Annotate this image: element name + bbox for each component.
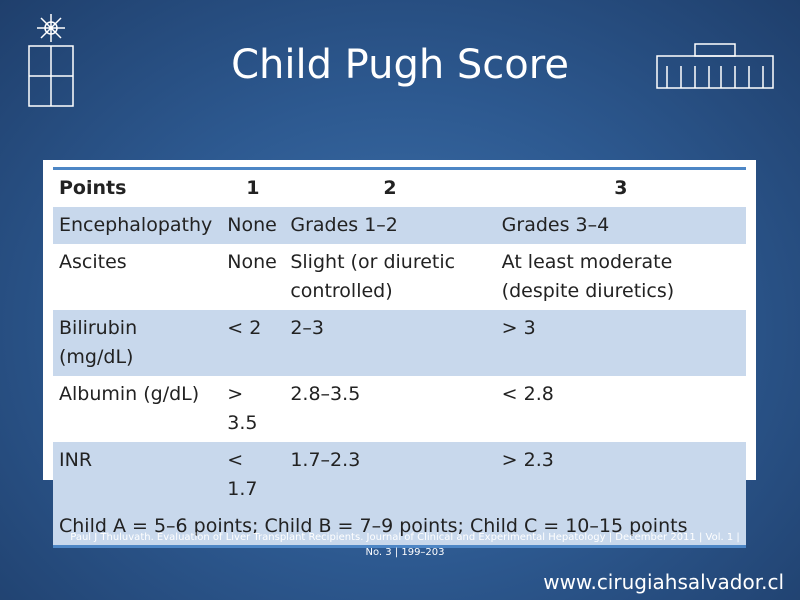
table-footer: Child A = 5–6 points; Child B = 7–9 poin…	[53, 508, 746, 547]
score-table: Points 1 2 3 Encephalopathy None Grades 1–2 Gr…	[53, 167, 746, 548]
table-cell: None	[221, 207, 285, 244]
table-cell: At least moderate (despite diuretics)	[501, 251, 675, 302]
table-row: Encephalopathy None Grades 1–2 Grades 3–4	[53, 207, 746, 244]
table-cell: INR	[53, 442, 222, 508]
table-cell: 2–3	[284, 310, 496, 376]
table-cell: < 2	[221, 310, 285, 376]
header-cell: Points	[59, 177, 127, 199]
table-cell: > 3.5	[227, 383, 258, 434]
table-cell: 1.7–2.3	[284, 442, 496, 508]
table-cell: Slight (or diuretic controlled)	[290, 251, 456, 302]
table-cell: > 2.3	[495, 442, 746, 508]
table-cell: Grades 3–4	[495, 207, 746, 244]
header-cell: 3	[614, 177, 628, 199]
table-cell: Albumin (g/dL)	[59, 383, 200, 405]
building-logo	[656, 43, 774, 89]
table-cell: Bilirubin (mg/dL)	[53, 310, 222, 376]
table-row: Ascites None Slight (or diuretic controlle…	[53, 244, 746, 310]
table-row: Bilirubin (mg/dL) < 2 2–3 > 3	[53, 310, 746, 376]
header-cell: 1	[246, 177, 260, 199]
table-row: INR < 1.7 1.7–2.3 > 2.3	[53, 442, 746, 508]
website: www.cirugiahsalvador.cl	[543, 570, 784, 594]
table-row: Albumin (g/dL) > 3.5 2.8–3.5 < 2.8	[53, 376, 746, 442]
table-cell: 2.8–3.5	[290, 383, 361, 405]
table-cell: None	[227, 251, 277, 273]
table-cell: Grades 1–2	[284, 207, 496, 244]
header-cell: 2	[383, 177, 397, 199]
table-cell: > 3	[495, 310, 746, 376]
table-cell: < 2.8	[501, 383, 554, 405]
table-cell: < 1.7	[221, 442, 285, 508]
university-logo	[28, 14, 74, 107]
table-cell: Encephalopathy	[53, 207, 222, 244]
citation: Paul J Thuluvath. Evaluation of Liver Tr…	[70, 532, 740, 558]
table-cell: Ascites	[59, 251, 127, 273]
slide-title: Child Pugh Score	[231, 42, 569, 88]
table-image: Points 1 2 3 Encephalopathy None Grades 1–2 Gr…	[43, 160, 756, 548]
